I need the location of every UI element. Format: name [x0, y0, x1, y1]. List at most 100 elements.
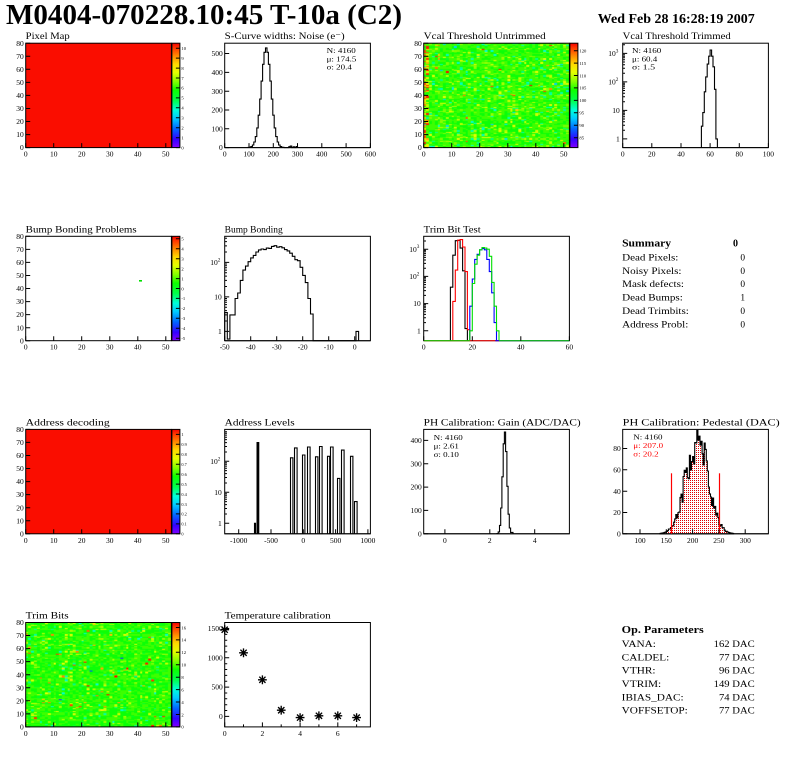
- svg-text:0: 0: [617, 529, 621, 538]
- svg-text:40: 40: [414, 91, 422, 100]
- svg-text:100: 100: [763, 150, 775, 159]
- svg-text:0: 0: [418, 143, 422, 152]
- svg-text:95: 95: [579, 111, 584, 116]
- svg-text:1000: 1000: [208, 653, 223, 662]
- svg-text:96 DAC: 96 DAC: [719, 667, 755, 677]
- svg-text:10: 10: [414, 130, 422, 139]
- svg-text:40: 40: [134, 343, 142, 352]
- svg-text:10: 10: [50, 729, 58, 738]
- svg-text:60: 60: [613, 465, 621, 474]
- svg-text:0: 0: [353, 343, 357, 352]
- svg-text:10: 10: [16, 710, 24, 719]
- svg-text:0.3: 0.3: [181, 502, 186, 507]
- svg-text:30: 30: [106, 729, 114, 738]
- svg-text:Op. Parameters: Op. Parameters: [622, 625, 704, 636]
- svg-text:80: 80: [16, 618, 24, 627]
- svg-text:10: 10: [608, 49, 616, 58]
- svg-text:20: 20: [16, 117, 24, 126]
- svg-text:60: 60: [16, 644, 24, 653]
- svg-text:10: 10: [612, 106, 620, 115]
- svg-text:10: 10: [50, 536, 58, 545]
- svg-text:100: 100: [634, 536, 646, 545]
- svg-text:-2: -2: [181, 306, 186, 311]
- svg-text:80: 80: [16, 425, 24, 434]
- svg-text:0: 0: [181, 286, 184, 291]
- svg-text:60: 60: [16, 65, 24, 74]
- svg-text:VTHR:: VTHR:: [622, 667, 656, 677]
- svg-text:Noisy Pixels:: Noisy Pixels:: [622, 267, 681, 277]
- svg-text:5: 5: [181, 237, 184, 242]
- svg-text:40: 40: [613, 487, 621, 496]
- svg-text:9: 9: [181, 56, 184, 61]
- svg-text:400: 400: [316, 150, 328, 159]
- svg-text:0: 0: [181, 145, 184, 150]
- svg-text:40: 40: [532, 150, 540, 159]
- svg-text:-500: -500: [264, 536, 278, 545]
- svg-text:0: 0: [219, 143, 223, 152]
- svg-text:600: 600: [365, 150, 377, 159]
- svg-text:40: 40: [677, 150, 685, 159]
- svg-text:500: 500: [211, 49, 223, 58]
- svg-text:60: 60: [414, 65, 422, 74]
- svg-text:20: 20: [78, 343, 86, 352]
- svg-text:30: 30: [106, 150, 114, 159]
- svg-text:2: 2: [181, 266, 184, 271]
- svg-text:2: 2: [218, 456, 221, 462]
- svg-text:250: 250: [713, 536, 725, 545]
- svg-text:0.9: 0.9: [181, 442, 186, 447]
- svg-text:400: 400: [410, 436, 422, 445]
- svg-text:30: 30: [16, 490, 24, 499]
- svg-text:40: 40: [16, 284, 24, 293]
- svg-text:0: 0: [418, 529, 422, 538]
- svg-text:σ: 20.2: σ: 20.2: [633, 450, 659, 459]
- svg-text:1: 1: [616, 135, 620, 144]
- svg-text:0: 0: [219, 712, 223, 721]
- svg-text:20: 20: [648, 150, 656, 159]
- svg-text:50: 50: [162, 536, 170, 545]
- svg-text:0.4: 0.4: [181, 492, 187, 497]
- svg-text:Vcal Threshold Trimmed: Vcal Threshold Trimmed: [623, 31, 732, 41]
- svg-text:60: 60: [706, 150, 714, 159]
- svg-text:40: 40: [134, 150, 142, 159]
- svg-text:50: 50: [560, 150, 568, 159]
- svg-text:20: 20: [414, 117, 422, 126]
- svg-text:1: 1: [181, 432, 183, 437]
- svg-text:0: 0: [20, 723, 24, 732]
- svg-text:40: 40: [16, 670, 24, 679]
- svg-text:Summary: Summary: [622, 238, 671, 249]
- svg-text:0: 0: [422, 150, 426, 159]
- svg-text:1: 1: [740, 294, 745, 304]
- svg-text:16: 16: [181, 625, 186, 630]
- svg-text:60: 60: [16, 258, 24, 267]
- svg-text:150: 150: [661, 536, 673, 545]
- svg-text:N: 4160: N: 4160: [633, 433, 662, 442]
- svg-text:N: 4160: N: 4160: [632, 46, 661, 55]
- svg-text:10: 10: [50, 150, 58, 159]
- svg-text:Pixel Map: Pixel Map: [26, 31, 71, 41]
- svg-text:12: 12: [181, 650, 186, 655]
- svg-text:0: 0: [24, 729, 28, 738]
- svg-text:200: 200: [687, 536, 699, 545]
- svg-text:20: 20: [16, 310, 24, 319]
- svg-text:500: 500: [330, 536, 342, 545]
- svg-text:3: 3: [181, 257, 184, 262]
- svg-text:1: 1: [417, 326, 421, 335]
- svg-text:PH Calibration: Pedestal (DAC): PH Calibration: Pedestal (DAC): [623, 417, 780, 427]
- svg-text:10: 10: [181, 663, 186, 668]
- svg-text:S-Curve widths: Noise (e⁻): S-Curve widths: Noise (e⁻): [225, 31, 345, 41]
- svg-text:300: 300: [410, 459, 422, 468]
- svg-text:1: 1: [218, 327, 222, 336]
- svg-text:0.5: 0.5: [181, 482, 186, 487]
- svg-text:10: 10: [214, 488, 222, 497]
- svg-text:300: 300: [292, 150, 304, 159]
- svg-text:80: 80: [736, 150, 744, 159]
- svg-text:3: 3: [616, 48, 619, 54]
- svg-text:4: 4: [181, 106, 184, 111]
- svg-text:10: 10: [608, 78, 616, 87]
- svg-text:σ: 1.5: σ: 1.5: [632, 63, 655, 72]
- svg-text:0.7: 0.7: [181, 462, 187, 467]
- svg-text:20: 20: [476, 150, 484, 159]
- svg-text:Address Levels: Address Levels: [225, 417, 296, 427]
- svg-text:Dead Pixels:: Dead Pixels:: [622, 253, 678, 263]
- svg-text:0: 0: [20, 143, 24, 152]
